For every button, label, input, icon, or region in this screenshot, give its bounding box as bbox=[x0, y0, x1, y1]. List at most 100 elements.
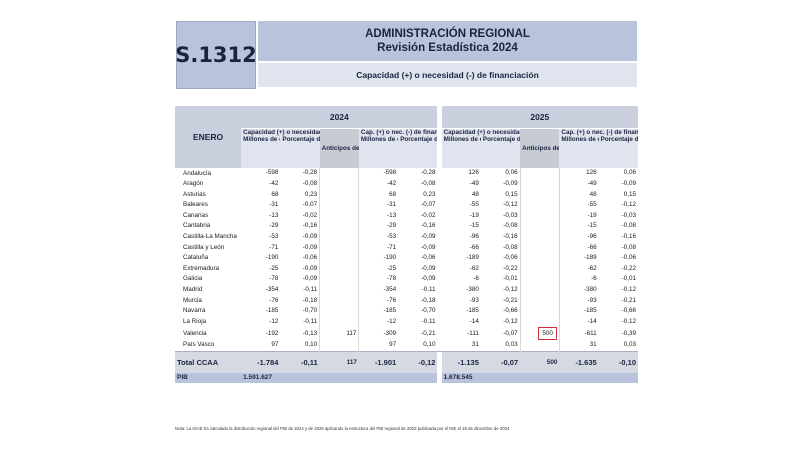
millones-header: Millones de euros bbox=[358, 136, 399, 168]
porcentaje-cell: 0,23 bbox=[304, 190, 318, 198]
anticipos-cell bbox=[319, 242, 360, 254]
millones-cell: -96 bbox=[469, 233, 479, 241]
pib-row: PIB 1.591.627 1.678.545 bbox=[175, 372, 638, 383]
millones-cell: -13 bbox=[387, 211, 397, 219]
millones-cell: -53 bbox=[269, 233, 279, 241]
column-gap bbox=[437, 210, 442, 222]
region-name: Castilla y León bbox=[183, 243, 225, 251]
report-title: ADMINISTRACIÓN REGIONAL Revisión Estadís… bbox=[258, 21, 637, 61]
region-name: Navarra bbox=[183, 307, 206, 315]
region-name: La Rioja bbox=[183, 317, 207, 325]
report-subtitle: Capacidad (+) o necesidad (-) de financi… bbox=[258, 63, 637, 87]
column-gap bbox=[437, 351, 442, 373]
millones-cell: 126 bbox=[468, 169, 479, 177]
highlighted-value: 500 bbox=[538, 327, 557, 341]
table-row: Aragón -42 -0,08 -42 -0,08 -49 -0,09 -49 -0,09 bbox=[175, 179, 638, 190]
anticipos-cell: 500 bbox=[520, 351, 560, 373]
porcentaje-cell: -0,08 bbox=[302, 180, 318, 188]
porcentaje-cell: -0,18 bbox=[302, 296, 318, 304]
porcentaje-cell: -0,11 bbox=[280, 351, 320, 373]
porcentaje-cell: -0,09 bbox=[421, 243, 436, 251]
porcentaje-header: Porcentaje del PIB regional bbox=[398, 136, 438, 168]
millones-cell: -93 bbox=[469, 296, 479, 304]
anticipos-cell bbox=[319, 168, 360, 180]
anticipos-cell bbox=[519, 316, 560, 328]
anticipos-cell: 117 bbox=[319, 327, 360, 341]
millones-cell: -1.135 bbox=[441, 351, 481, 373]
porcentaje-cell: 0,15 bbox=[623, 190, 636, 198]
column-gap bbox=[437, 179, 442, 190]
porcentaje-cell: -0,12 bbox=[503, 201, 518, 209]
millones-cell: -71 bbox=[387, 243, 397, 251]
millones-cell: -49 bbox=[469, 180, 479, 188]
title-line-1: ADMINISTRACIÓN REGIONAL bbox=[365, 28, 530, 40]
porcentaje-cell: -0,70 bbox=[302, 307, 318, 315]
millones-cell: 126 bbox=[586, 169, 597, 177]
anticipos-cell bbox=[319, 232, 360, 243]
porcentaje-cell: -0,21 bbox=[621, 296, 636, 304]
region-name: Aragón bbox=[183, 180, 204, 188]
millones-cell: 68 bbox=[389, 190, 397, 198]
millones-cell: 31 bbox=[471, 341, 479, 349]
anticipos-cell: 117 bbox=[319, 351, 359, 373]
table-row: Extremadura -25 -0,09 -25 -0,09 -62 -0,22 -62 -0… bbox=[175, 263, 638, 275]
porcentaje-cell: -0,13 bbox=[302, 329, 318, 337]
porcentaje-cell: -0,09 bbox=[302, 243, 318, 251]
porcentaje-header: Porcentaje del PIB regional bbox=[480, 136, 521, 168]
anticipos-cell bbox=[319, 210, 360, 222]
anticipos-cell bbox=[319, 306, 360, 317]
millones-cell: -1.784 bbox=[241, 351, 281, 373]
year-2024-header: 2024 bbox=[241, 106, 438, 129]
column-gap bbox=[437, 316, 442, 328]
table-row: País Vasco 97 0,10 97 0,10 31 0,03 31 0,03 bbox=[175, 340, 638, 352]
region-name: Galicia bbox=[183, 275, 203, 283]
millones-cell: -76 bbox=[269, 296, 279, 304]
millones-cell: -15 bbox=[587, 222, 597, 230]
millones-cell: -6 bbox=[473, 275, 479, 283]
porcentaje-cell: -0,08 bbox=[621, 243, 636, 251]
millones-cell: -78 bbox=[269, 275, 279, 283]
porcentaje-cell: -0,10 bbox=[598, 351, 638, 373]
pib-label: PIB bbox=[175, 372, 242, 383]
column-gap bbox=[437, 340, 442, 352]
group-header-row: Capacidad (+) o necesidad (-) de financi… bbox=[175, 128, 638, 168]
millones-cell: -1.635 bbox=[559, 351, 599, 373]
column-gap bbox=[437, 242, 442, 254]
millones-cell: -25 bbox=[269, 264, 279, 272]
millones-cell: 48 bbox=[471, 190, 479, 198]
porcentaje-cell: -0,03 bbox=[621, 211, 636, 219]
millones-header: Millones de euros bbox=[559, 136, 599, 168]
total-row: Total CCAA -1.784 -0,11 117 -1.901 -0,12 -1.13… bbox=[175, 351, 638, 373]
anticipos-cell bbox=[519, 253, 560, 264]
porcentaje-cell: -0,07 bbox=[480, 351, 521, 373]
anticipos-cell bbox=[319, 285, 360, 296]
porcentaje-cell: 0,06 bbox=[623, 169, 636, 177]
porcentaje-cell: -0,22 bbox=[621, 264, 636, 272]
millones-cell: -189 bbox=[584, 254, 597, 262]
column-gap bbox=[437, 106, 442, 129]
porcentaje-cell: -0,07 bbox=[302, 201, 318, 209]
millones-cell: -96 bbox=[587, 233, 597, 241]
porcentaje-cell: -0,12 bbox=[503, 317, 518, 325]
pib-2024-value: 1.591.627 bbox=[241, 372, 438, 383]
porcentaje-header: Porcentaje del PIB regional bbox=[280, 136, 320, 168]
millones-cell: -13 bbox=[269, 211, 279, 219]
cap-sin-header-2024: Cap. (+) o nec. (-) de financiación sin … bbox=[358, 128, 438, 136]
anticipos-cell bbox=[319, 316, 360, 328]
millones-cell: -309 bbox=[383, 329, 397, 337]
table-row: Valencia -192 -0,13 117 -309 -0,21 -111 -0,07 50… bbox=[175, 327, 638, 341]
porcentaje-cell: -0,09 bbox=[421, 233, 436, 241]
millones-cell: -185 bbox=[265, 307, 279, 315]
column-gap bbox=[437, 189, 442, 201]
anticipos-cell bbox=[319, 189, 360, 201]
millones-cell: -15 bbox=[469, 222, 479, 230]
millones-cell: -19 bbox=[469, 211, 479, 219]
millones-cell: -55 bbox=[587, 201, 597, 209]
anticipos-cell bbox=[319, 200, 360, 211]
region-name: Canarias bbox=[183, 211, 209, 219]
millones-cell: -42 bbox=[387, 180, 397, 188]
pib-2025-value: 1.678.545 bbox=[441, 372, 638, 383]
anticipos-cell bbox=[519, 274, 560, 286]
millones-cell: -55 bbox=[469, 201, 479, 209]
millones-cell: -49 bbox=[587, 180, 597, 188]
